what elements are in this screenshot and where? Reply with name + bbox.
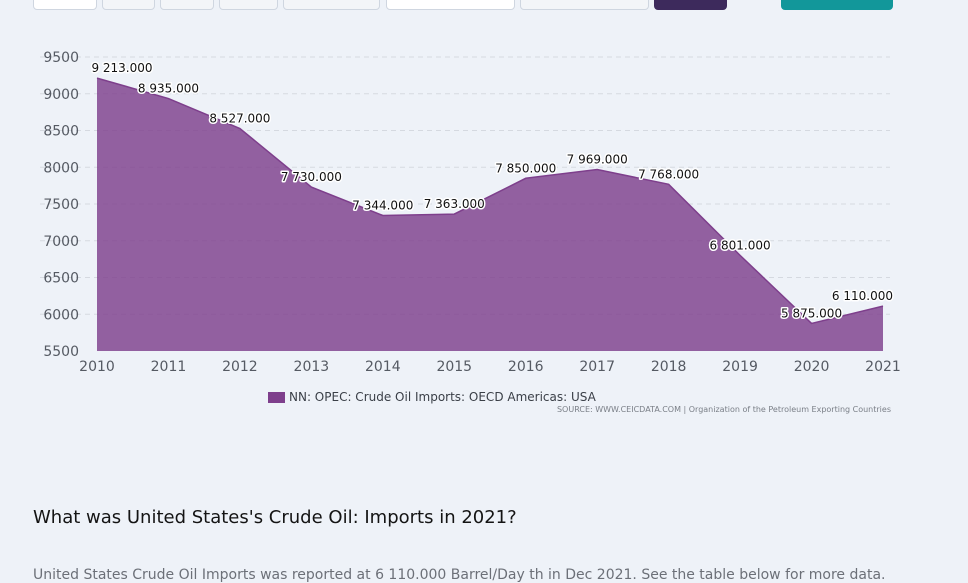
x-tick-label: 2013 — [294, 359, 330, 375]
y-tick-label: 9000 — [43, 87, 79, 103]
x-tick-label: 2014 — [365, 359, 401, 375]
y-tick-label: 7500 — [43, 197, 79, 213]
source-note: SOURCE: WWW.CEICDATA.COM | Organization … — [556, 405, 891, 414]
x-tick-label: 2010 — [79, 359, 115, 375]
data-label: 7 768.000 — [638, 167, 699, 181]
area-fill — [97, 78, 883, 352]
data-label: 7 344.000 — [352, 198, 413, 212]
y-axis: 5500 6000 6500 7000 7500 8000 8500 9000 9500 — [43, 50, 79, 360]
x-tick-label: 2011 — [151, 359, 187, 375]
x-tick-label: 2021 — [865, 359, 901, 375]
range-button-5[interactable] — [283, 0, 380, 10]
action-button[interactable] — [781, 0, 893, 10]
legend-swatch — [268, 391, 285, 403]
y-tick-label: 7000 — [43, 234, 79, 250]
toolbar — [0, 0, 968, 12]
data-label: 7 730.000 — [281, 170, 342, 184]
data-label: 6 110.000 — [832, 289, 893, 303]
data-labels: 9 213.000 8 935.000 8 527.000 7 730.000 7 34… — [90, 60, 895, 322]
x-tick-label: 2012 — [222, 359, 258, 375]
y-tick-label: 9500 — [43, 50, 79, 66]
x-tick-label: 2019 — [722, 359, 758, 375]
data-label: 7 363.000 — [424, 197, 485, 211]
x-tick-label: 2016 — [508, 359, 544, 375]
chart-legend[interactable]: NN: OPEC: Crude Oil Imports: OECD Americ… — [268, 389, 596, 405]
range-button-4[interactable] — [219, 0, 278, 10]
data-label: 7 969.000 — [567, 153, 628, 167]
area-series — [96, 77, 884, 352]
apply-button[interactable] — [654, 0, 727, 10]
y-tick-label: 5500 — [43, 344, 79, 360]
y-tick-label: 8000 — [43, 160, 79, 176]
x-tick-label: 2020 — [794, 359, 830, 375]
legend-label: NN: OPEC: Crude Oil Imports: OECD Americ… — [289, 390, 596, 404]
select-field[interactable] — [520, 0, 649, 10]
faq-question: What was United States's Crude Oil: Impo… — [33, 507, 517, 528]
range-button-2[interactable] — [102, 0, 155, 10]
data-label: 5 875.000 — [781, 306, 842, 320]
range-button-3[interactable] — [160, 0, 214, 10]
date-field[interactable] — [386, 0, 515, 10]
data-label: 8 935.000 — [138, 82, 199, 96]
y-tick-label: 8500 — [43, 124, 79, 140]
series-line — [96, 77, 884, 325]
data-label: 6 801.000 — [710, 238, 771, 252]
x-tick-label: 2018 — [651, 359, 687, 375]
x-tick-label: 2015 — [436, 359, 472, 375]
data-label: 8 527.000 — [209, 112, 270, 126]
range-button-1[interactable] — [33, 0, 97, 10]
x-axis: 2010 2011 2012 2013 2014 2015 2016 2017 2018 2019… — [79, 359, 901, 375]
data-label: 9 213.000 — [91, 61, 152, 75]
faq-answer: United States Crude Oil Imports was repo… — [33, 567, 886, 583]
y-tick-label: 6000 — [43, 307, 79, 323]
x-tick-label: 2017 — [579, 359, 615, 375]
y-tick-label: 6500 — [43, 271, 79, 287]
data-label: 7 850.000 — [495, 161, 556, 175]
area-chart: 5500 6000 6500 7000 7500 8000 8500 9000 9500 201… — [40, 50, 901, 375]
